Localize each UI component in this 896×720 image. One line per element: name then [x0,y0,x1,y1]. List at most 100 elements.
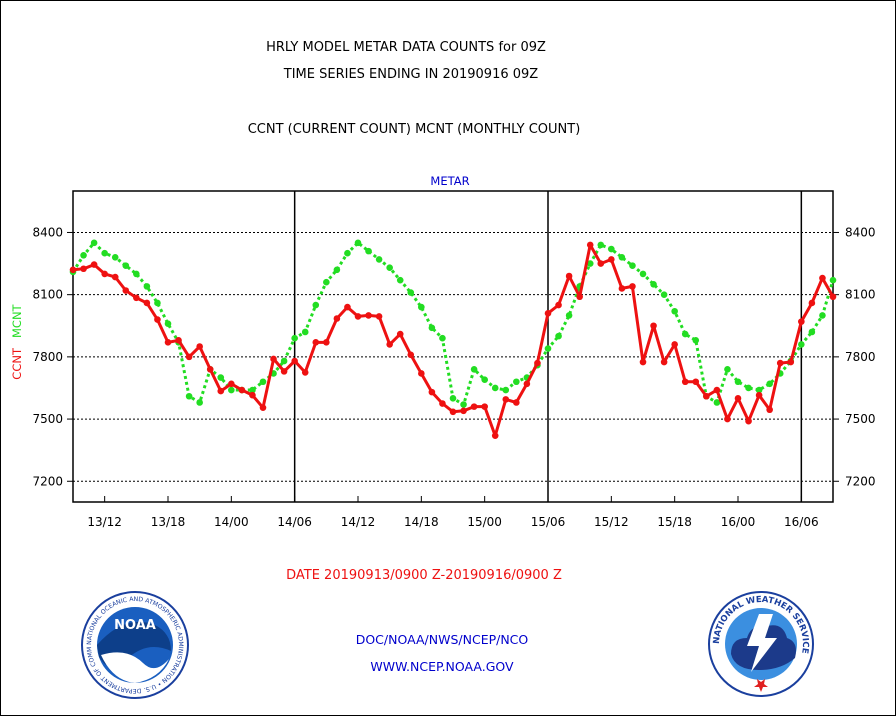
ccnt-point [798,318,805,325]
mcnt-point [660,291,668,298]
ccnt-point [481,403,488,410]
mcnt-point [291,334,298,342]
ccnt-point [639,358,647,366]
mcnt-point [249,386,256,394]
ccnt-point [291,357,298,365]
y-tick-label-right: 7500 [845,412,876,426]
ccnt-point [660,358,668,366]
mcnt-point [586,260,594,267]
mcnt-point [618,254,626,261]
noaa-logo-text: NOAA [114,618,156,633]
ccnt-point [766,406,773,414]
ylabel-mcnt: MCNT [10,303,24,338]
mcnt-point [692,336,700,344]
mcnt-point [766,380,773,388]
ccnt-point [80,265,87,273]
ccnt-point [407,351,415,359]
x-tick-label: 14/06 [277,515,312,529]
mcnt-point [808,328,816,336]
ccnt-point [196,343,203,350]
ccnt-point [333,315,341,322]
y-tick-label-right: 7200 [845,474,876,488]
ccnt-point [534,359,541,367]
mcnt-point [386,264,393,272]
ylabel-ccnt: CCNT [10,347,24,380]
ccnt-point [713,386,721,394]
y-axis-left: 7200 7500 7800 8100 8400 [32,225,73,488]
ccnt-point [249,391,256,399]
x-tick-label: 13/18 [151,515,186,529]
ccnt-point [344,303,351,311]
mcnt-point [323,278,330,286]
ccnt-point [375,313,383,320]
date-range: DATE 20190913/0900 Z-20190916/0900 Z [286,568,562,583]
x-axis: 13/12 13/18 14/00 14/06 14/12 14/18 15/00 15/06… [87,496,819,529]
footer-org: DOC/NOAA/NWS/NCEP/NCO [356,632,529,647]
mcnt-point [439,334,446,342]
mcnt-point [301,328,309,336]
ccnt-point [164,339,172,346]
ccnt-point [460,407,467,415]
ccnt-point [829,293,837,301]
ccnt-point [90,261,98,268]
mcnt-point [681,330,689,338]
mcnt-point [333,266,341,274]
header-line2: TIME SERIES ENDING IN 20190916 09Z [283,67,539,82]
ccnt-point [544,310,552,317]
ccnt-point [238,386,246,394]
mcnt-point [164,320,172,327]
ccnt-point [428,388,436,396]
mcnt-point [481,376,488,383]
ccnt-point [734,395,742,402]
ccnt-point [101,270,108,278]
mcnt-point [544,345,552,352]
star-icon [754,679,768,692]
plot-area [72,190,834,503]
ccnt-point [69,266,77,274]
ccnt-point [650,322,657,330]
y-tick-label-left: 8400 [32,225,63,239]
footer-url[interactable]: WWW.NCEP.NOAA.GOV [370,659,514,674]
ccnt-point [787,358,795,366]
ccnt-point [491,432,499,439]
ccnt-point [175,336,182,344]
ccnt-point [312,339,320,346]
header-line1: HRLY MODEL METAR DATA COUNTS for 09Z [266,40,546,55]
ccnt-point [386,341,393,348]
chart-title: METAR [430,174,469,188]
noaa-logo[interactable]: NOAA NATIONAL OCEANIC AND ATMOSPHERIC AD… [81,591,189,699]
seagull-icon [101,652,169,683]
mcnt-point [713,399,721,406]
mcnt-point [734,378,742,386]
mcnt-point [724,366,731,373]
ccnt-point [586,241,594,249]
ccnt-point [217,387,225,395]
mcnt-point [365,247,372,255]
mcnt-point [185,392,193,400]
ccnt-point [323,339,330,346]
mcnt-point [396,276,404,284]
mcnt-point [650,281,657,288]
mcnt-point [344,249,351,257]
nws-logo[interactable]: NATIONAL WEATHER SERVICE [708,591,814,697]
ccnt-point [206,366,214,373]
x-tick-label: 16/00 [721,515,756,529]
ccnt-point [354,313,362,320]
ccnt-point [396,330,404,338]
ccnt-point [703,392,710,400]
mcnt-point [101,249,108,257]
x-tick-label: 14/12 [341,515,376,529]
ccnt-line [72,243,835,438]
ccnt-point [523,380,531,388]
mcnt-point [597,241,605,249]
mcnt-point [122,262,130,269]
mcnt-line [71,241,835,407]
ccnt-point [439,400,446,407]
ccnt-point [608,256,615,263]
mcnt-point [819,312,826,319]
x-tick-label: 13/12 [87,515,122,529]
y-tick-label-left: 7800 [32,350,63,364]
mcnt-point [745,384,752,392]
